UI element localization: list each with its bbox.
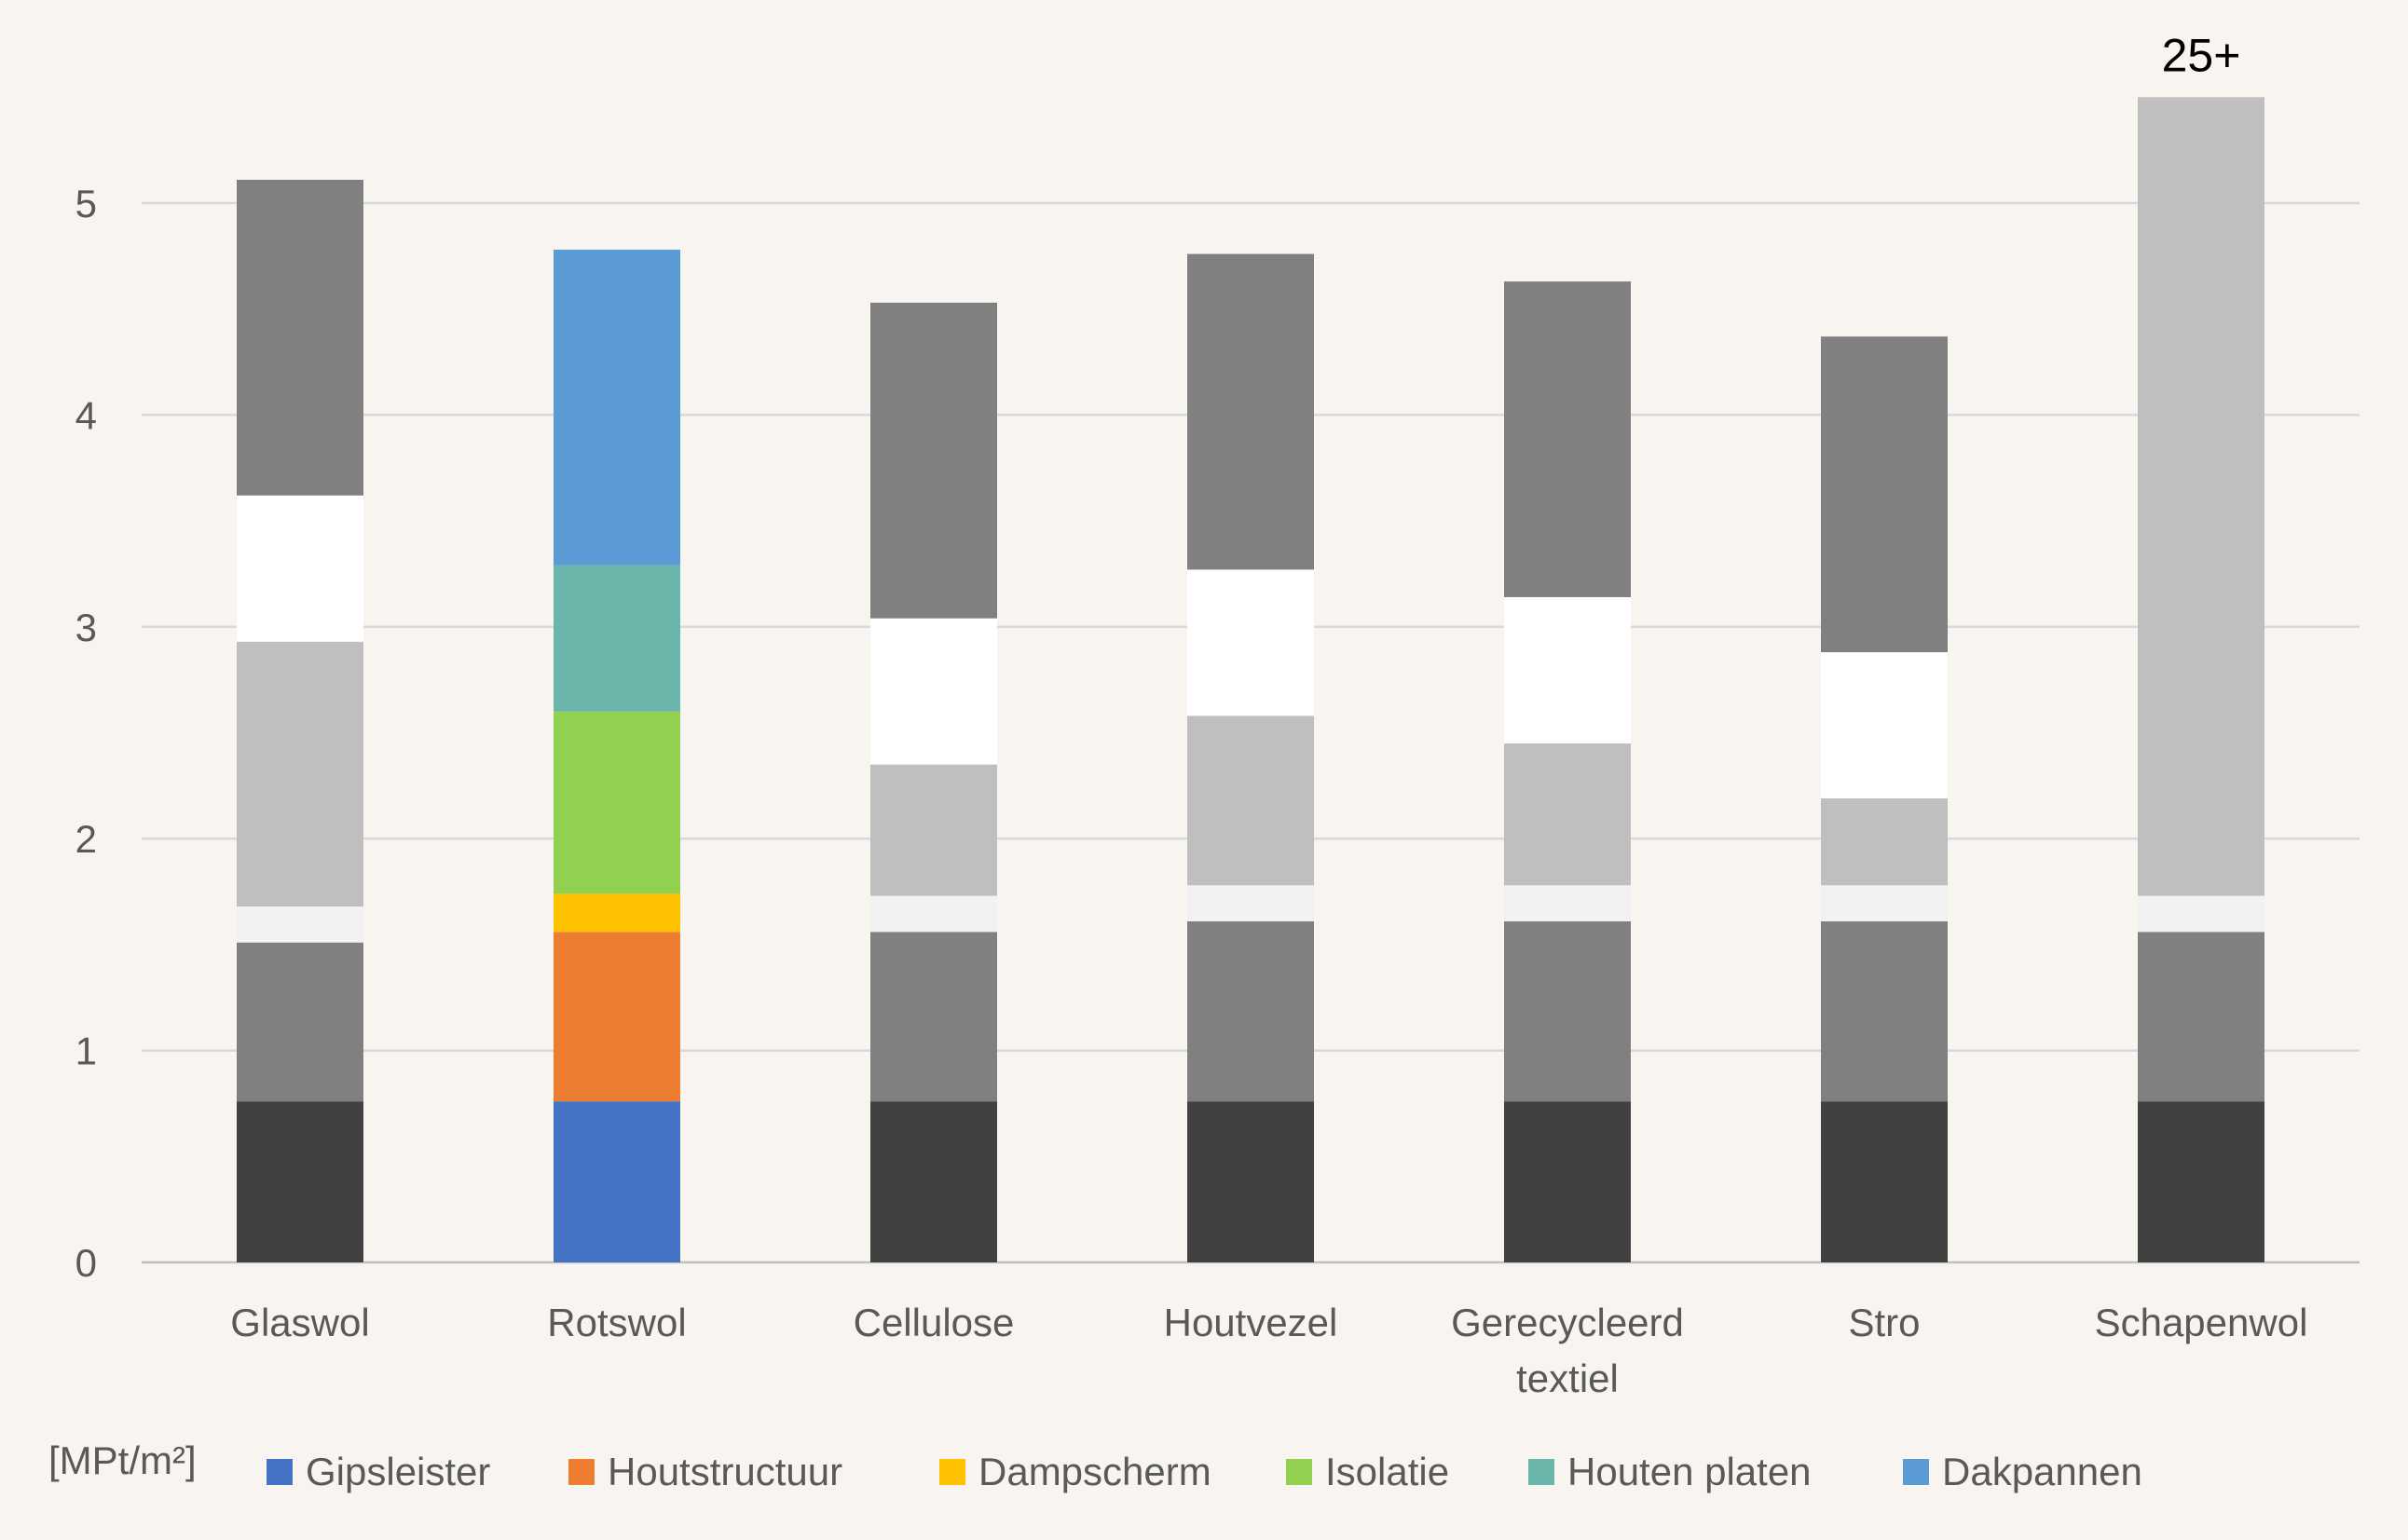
- bar-segment-houtstructuur: [1504, 920, 1631, 1102]
- legend-label: Isolatie: [1325, 1450, 1449, 1493]
- category-label: Rotswol: [547, 1301, 686, 1344]
- bar-segment-dampscherm: [1504, 885, 1631, 921]
- legend-label: Gipsleister: [306, 1450, 490, 1493]
- bar-segment-dampscherm: [1821, 885, 1948, 921]
- legend-label: Houtstructuur: [608, 1450, 842, 1493]
- y-tick-label: 4: [75, 393, 97, 437]
- bar-segment-dampscherm: [554, 893, 680, 933]
- bar-segment-dampscherm: [1187, 885, 1314, 921]
- bar-segment-isolatie: [1504, 743, 1631, 886]
- bar-segment-dakpannen: [1821, 336, 1948, 653]
- bar-segment-isolatie: [1821, 797, 1948, 886]
- legend-swatch: [267, 1459, 293, 1485]
- y-tick-label: 5: [75, 182, 97, 225]
- category-label: Schapenwol: [2095, 1301, 2308, 1344]
- bar-segment-houtstructuur: [237, 942, 363, 1102]
- bar-segment-isolatie: [554, 711, 680, 894]
- legend-swatch: [568, 1459, 595, 1485]
- bar-segment-gipsleister: [554, 1101, 680, 1262]
- bar-segment-houtstructuur: [1821, 920, 1948, 1102]
- legend-swatch: [1903, 1459, 1929, 1485]
- y-tick-label: 0: [75, 1241, 97, 1285]
- bar-segment-houtstructuur: [870, 932, 997, 1102]
- bar-segment-gipsleister: [1187, 1101, 1314, 1262]
- bar-segment-houten-platen: [1821, 652, 1948, 798]
- category-label: Stro: [1848, 1301, 1920, 1344]
- bar-segment-houten-platen: [237, 495, 363, 642]
- bar-segment-dakpannen: [1504, 281, 1631, 597]
- bar-segment-dampscherm: [237, 906, 363, 943]
- bar-segment-houtstructuur: [554, 932, 680, 1102]
- bar-segment-gipsleister: [237, 1101, 363, 1262]
- bar-segment-dampscherm: [2138, 895, 2264, 933]
- category-label: Cellulose: [854, 1301, 1015, 1344]
- bar-segment-houtstructuur: [1187, 920, 1314, 1102]
- bar-segment-gipsleister: [870, 1101, 997, 1262]
- legend-swatch: [939, 1459, 965, 1485]
- bar-segment-dakpannen: [237, 179, 363, 496]
- y-tick-label: 2: [75, 817, 97, 861]
- bar-segment-houten-platen: [870, 618, 997, 765]
- bar-segment-houten-platen: [554, 565, 680, 712]
- legend-label: Dakpannen: [1942, 1450, 2142, 1493]
- bar-segment-gipsleister: [1821, 1101, 1948, 1262]
- bar-segment-gipsleister: [1504, 1101, 1631, 1262]
- bar-segment-isolatie: [237, 641, 363, 906]
- bar-segment-houtstructuur: [2138, 932, 2264, 1102]
- legend-swatch: [1528, 1459, 1554, 1485]
- category-label: Gerecycleerd: [1451, 1301, 1684, 1344]
- bar-segment-isolatie: [1187, 715, 1314, 886]
- bar-segment-dampscherm: [870, 895, 997, 933]
- bar-segment-dakpannen: [870, 302, 997, 619]
- legend-unit-label: [MPt/m²]: [48, 1438, 197, 1482]
- category-label: Houtvezel: [1164, 1301, 1338, 1344]
- legend-swatch: [1286, 1459, 1312, 1485]
- data-annotation: 25+: [2162, 29, 2241, 81]
- legend-label: Houten platen: [1567, 1450, 1812, 1493]
- bar-segment-isolatie: [870, 764, 997, 896]
- bar-segment-houten-platen: [1504, 596, 1631, 743]
- bar-segment-dakpannen: [554, 250, 680, 566]
- bar-segment-houten-platen: [1187, 569, 1314, 716]
- legend-label: Dampscherm: [978, 1450, 1211, 1493]
- bar-segment-isolatie: [2138, 97, 2264, 896]
- y-tick-label: 3: [75, 606, 97, 649]
- category-label: textiel: [1516, 1356, 1619, 1400]
- bar-segment-dakpannen: [1187, 253, 1314, 570]
- category-label: Glaswol: [230, 1301, 369, 1344]
- bar-segment-gipsleister: [2138, 1101, 2264, 1262]
- y-tick-label: 1: [75, 1029, 97, 1073]
